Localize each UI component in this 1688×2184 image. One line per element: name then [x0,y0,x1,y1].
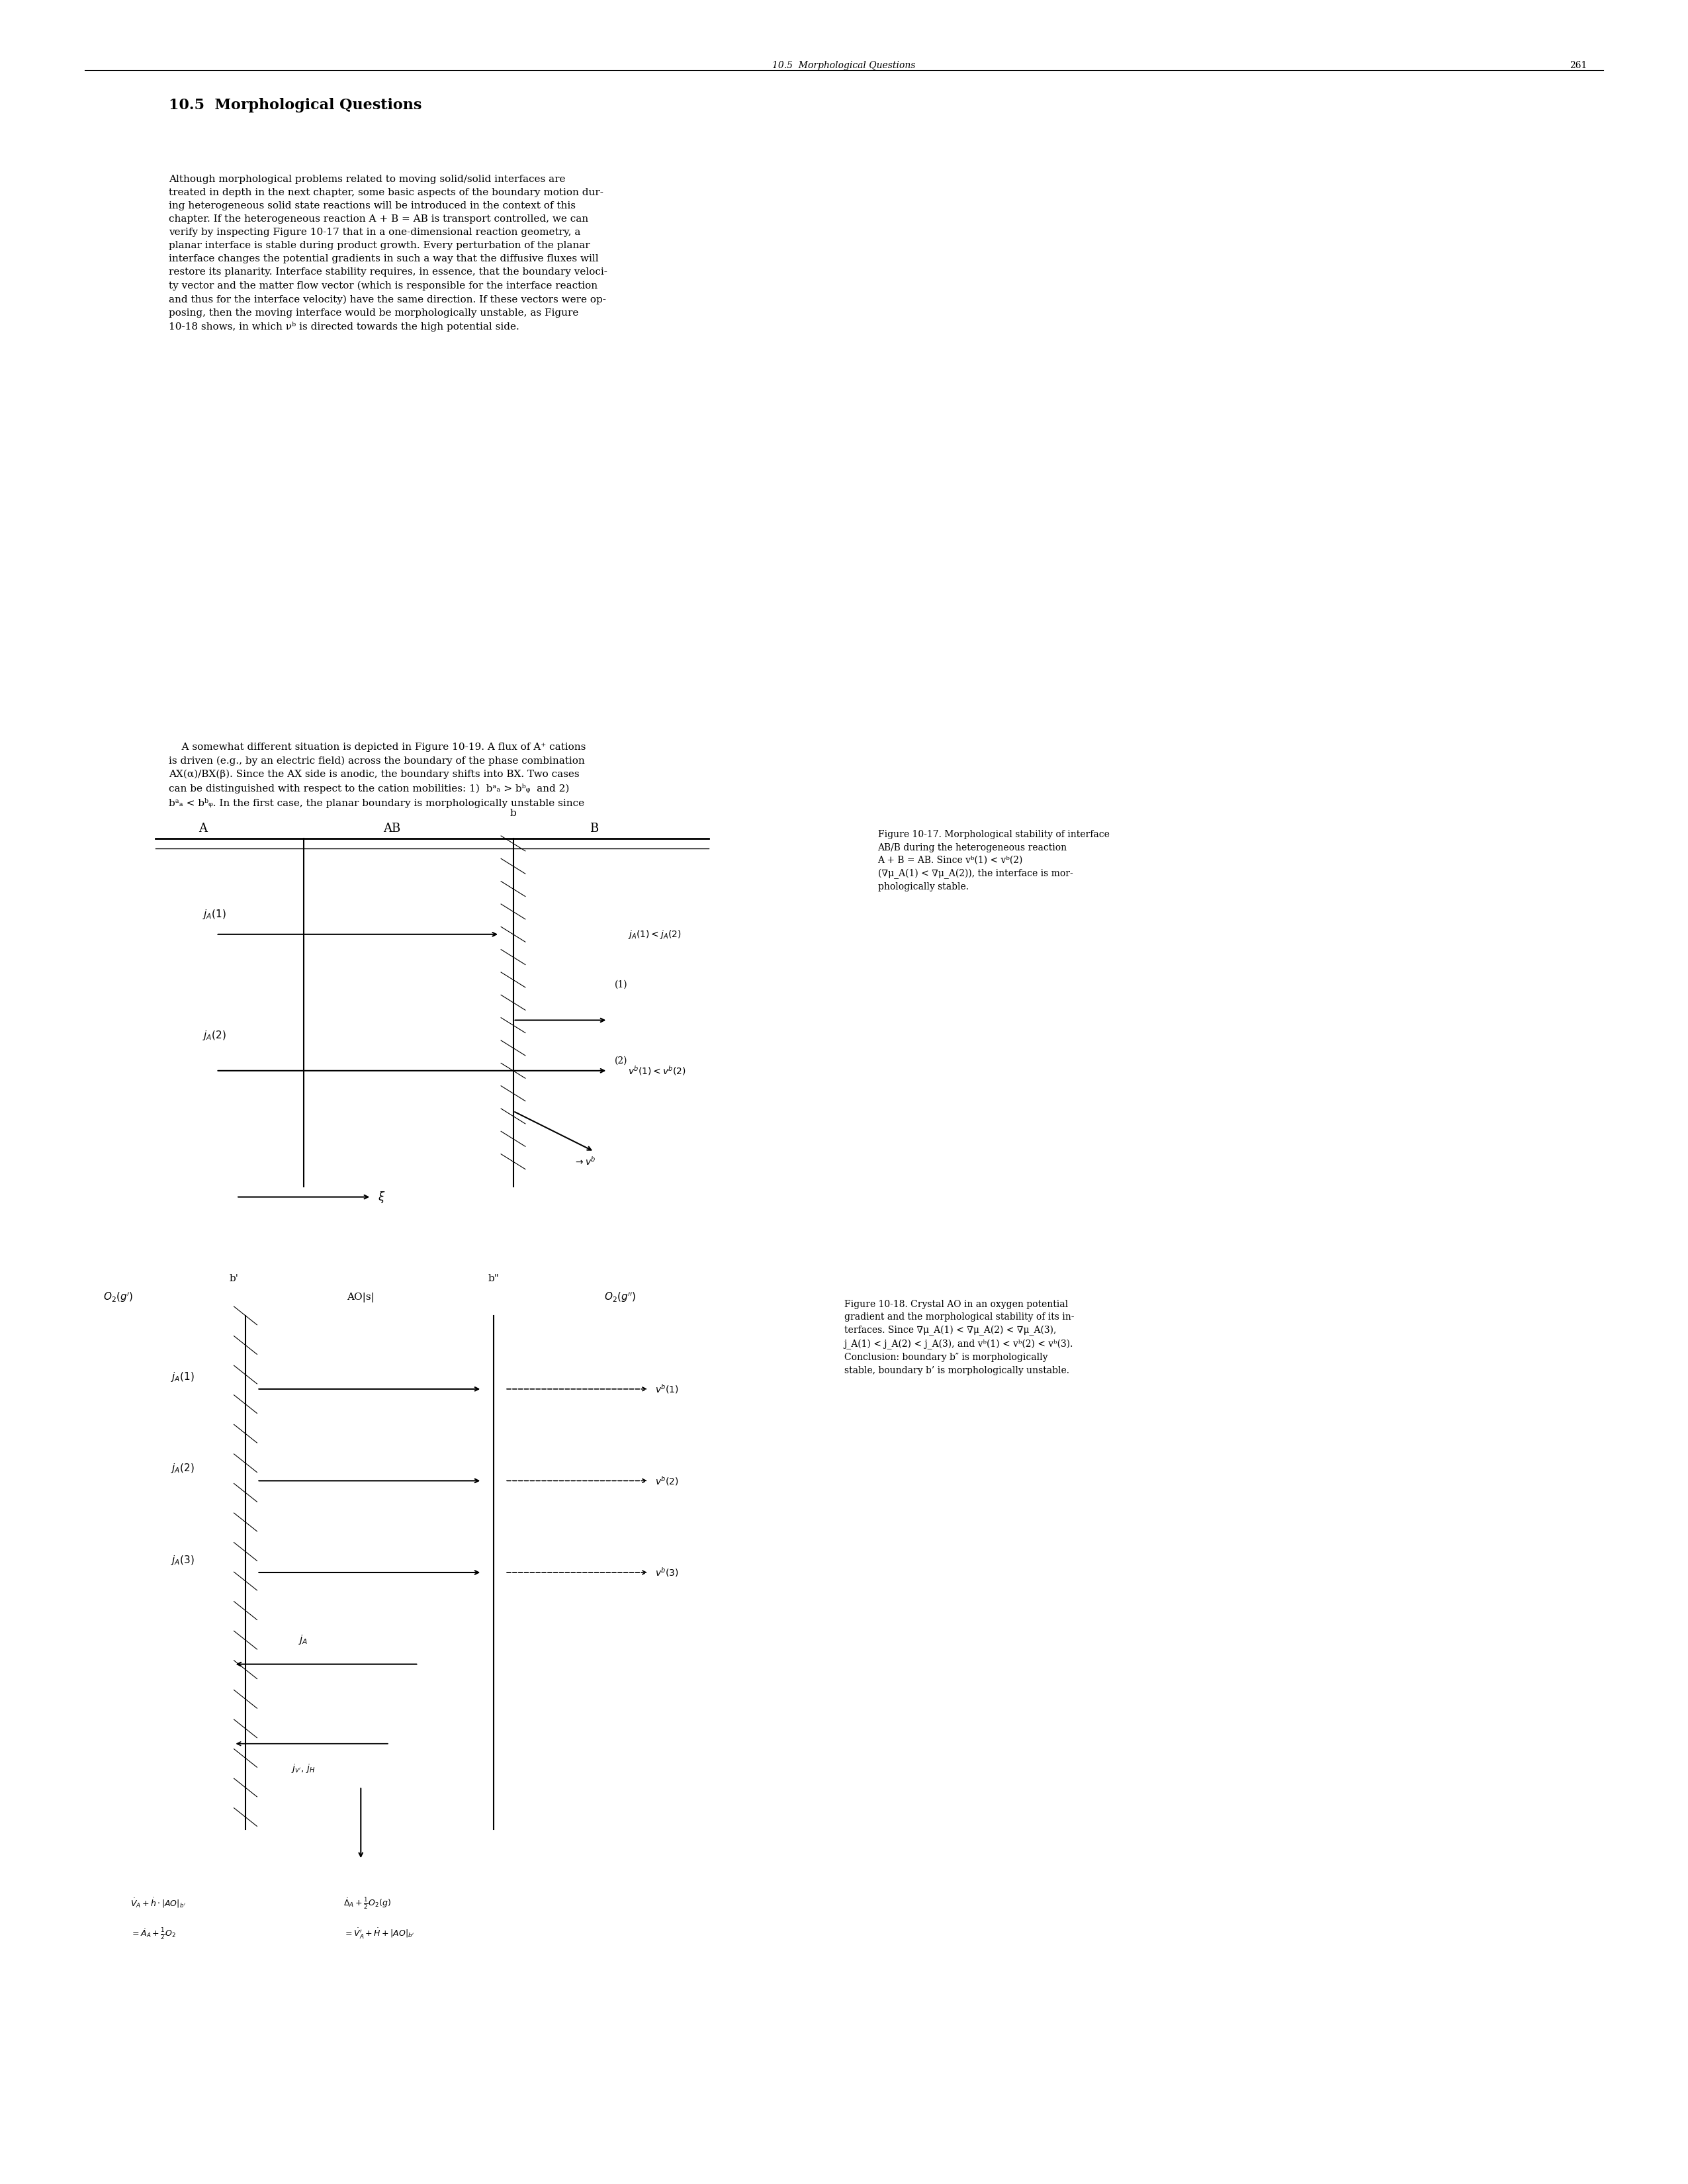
Text: A: A [197,823,208,834]
Text: (2): (2) [614,1057,628,1066]
Text: AB: AB [383,823,400,834]
Text: Figure 10-18. Crystal AO in an oxygen potential
gradient and the morphological s: Figure 10-18. Crystal AO in an oxygen po… [844,1299,1074,1376]
Text: Although morphological problems related to moving solid/solid interfaces are
tre: Although morphological problems related … [169,175,608,332]
Text: $j_{v^\prime},\, j_H$: $j_{v^\prime},\, j_H$ [290,1762,316,1773]
Text: $\dot{\Delta}_A + \frac{1}{2}O_2(g)$: $\dot{\Delta}_A + \frac{1}{2}O_2(g)$ [344,1896,392,1911]
Text: A somewhat different situation is depicted in Figure 10-19. A flux of A⁺ cations: A somewhat different situation is depict… [169,743,586,808]
Text: $j_A(1) < j_A(2)$: $j_A(1) < j_A(2)$ [628,928,682,941]
Text: $j_A$: $j_A$ [299,1634,307,1647]
Text: $O_2(g'')$: $O_2(g'')$ [604,1291,636,1304]
Text: (1): (1) [614,981,628,989]
Text: $= \dot{A}_A + \frac{1}{2}O_2$: $= \dot{A}_A + \frac{1}{2}O_2$ [130,1926,176,1942]
Text: $v^b(2)$: $v^b(2)$ [655,1474,679,1487]
Text: $\dot{V}_A + \dot{h}\cdot|AO|_{b'}$: $\dot{V}_A + \dot{h}\cdot|AO|_{b'}$ [130,1896,186,1909]
Text: $v^b(3)$: $v^b(3)$ [655,1566,679,1579]
Text: Figure 10-17. Morphological stability of interface
AB/B during the heterogeneous: Figure 10-17. Morphological stability of… [878,830,1109,891]
Text: $v^b(1) < v^b(2)$: $v^b(1) < v^b(2)$ [628,1064,685,1077]
Text: B: B [589,823,599,834]
Text: $v^b(1)$: $v^b(1)$ [655,1382,679,1396]
Text: 10.5  Morphological Questions: 10.5 Morphological Questions [169,98,422,114]
Text: $j_A(1)$: $j_A(1)$ [203,909,226,919]
Text: $\xi$: $\xi$ [378,1190,385,1203]
Text: b": b" [488,1273,500,1284]
Text: $= \dot{V}_A^{\prime} + \dot{H} + |AO|_{b'}$: $= \dot{V}_A^{\prime} + \dot{H} + |AO|_{… [344,1926,415,1939]
Text: 261: 261 [1570,61,1587,70]
Text: $j_A(2)$: $j_A(2)$ [170,1463,194,1474]
Text: $j_A(3)$: $j_A(3)$ [170,1555,194,1566]
Text: b': b' [230,1273,238,1284]
Text: $O_2(g')$: $O_2(g')$ [103,1291,133,1304]
Text: $j_A(1)$: $j_A(1)$ [170,1372,194,1382]
Text: 10.5  Morphological Questions: 10.5 Morphological Questions [773,61,915,70]
Text: $j_A(2)$: $j_A(2)$ [203,1029,226,1042]
Text: $\rightarrow v^b$: $\rightarrow v^b$ [574,1155,596,1168]
Text: b: b [510,808,517,817]
Text: AO|s|: AO|s| [348,1293,375,1302]
